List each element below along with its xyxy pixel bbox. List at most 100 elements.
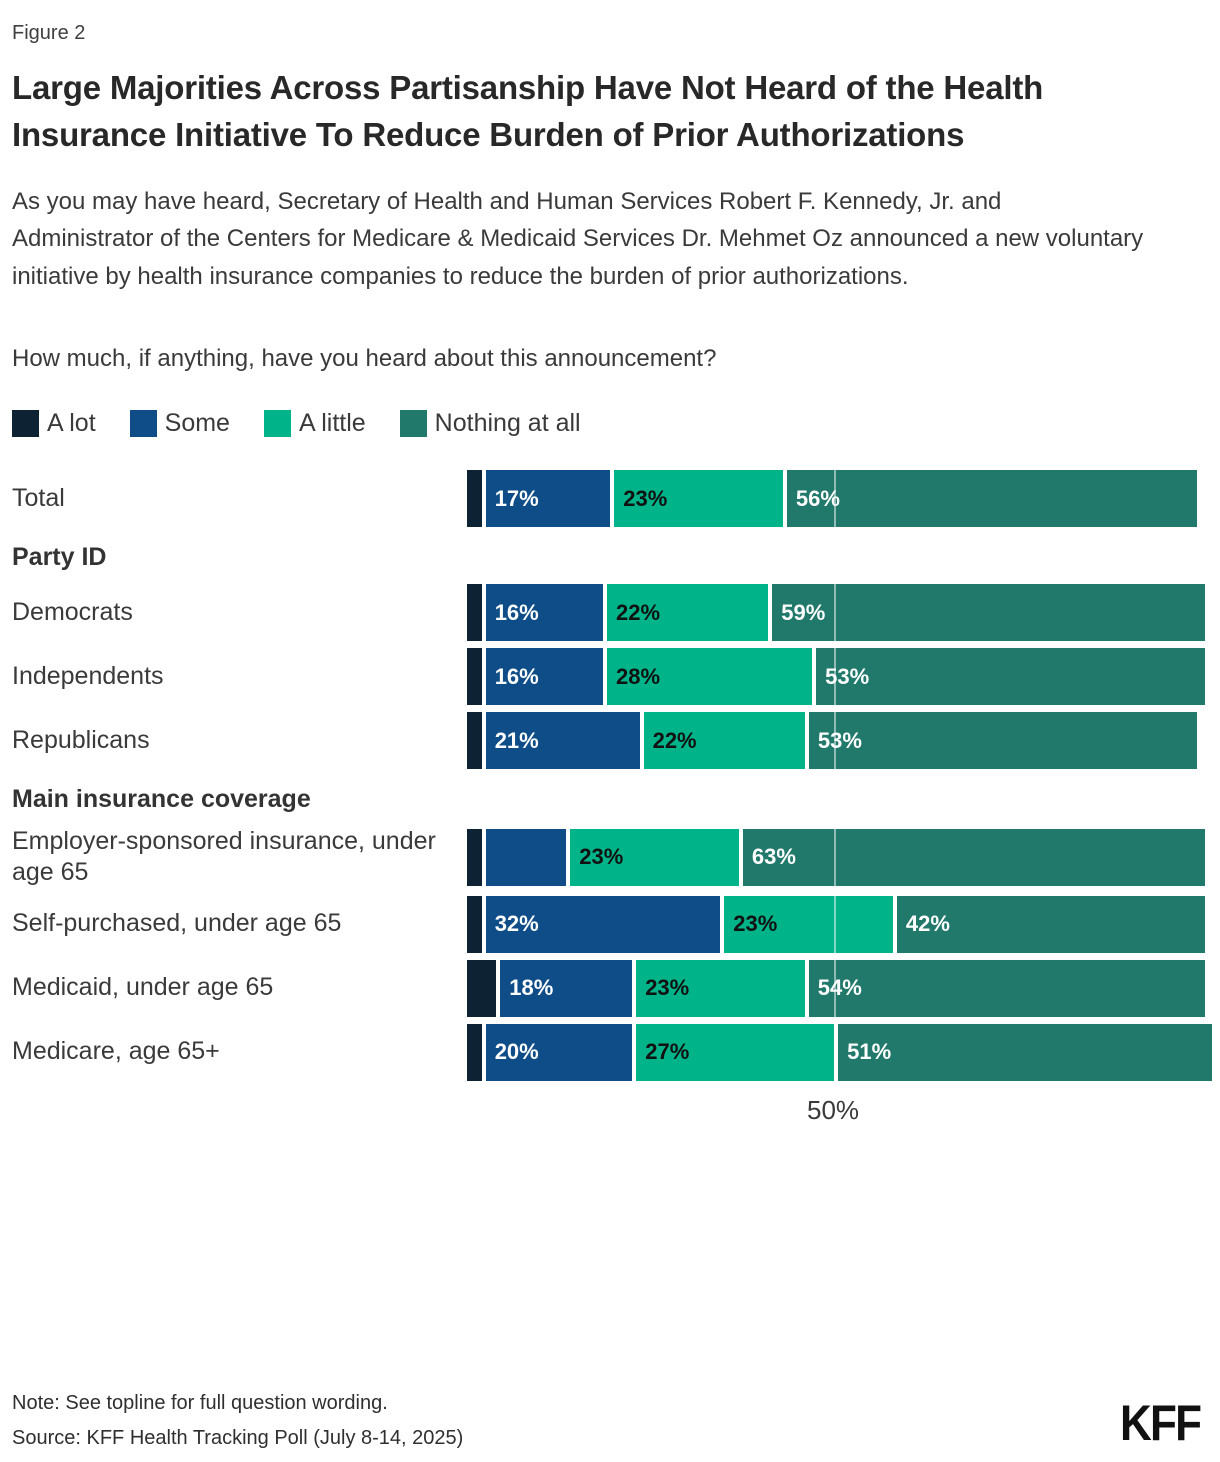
- legend-label: Nothing at all: [434, 409, 581, 438]
- chart-row: Employer-sponsored insurance, under age …: [12, 826, 1205, 889]
- legend-swatch-a-little: [263, 410, 291, 438]
- note-text: Note: See topline for full question word…: [12, 1392, 388, 1414]
- segment-value-label: 22%: [615, 599, 661, 625]
- segment-value-label: 27%: [645, 1039, 690, 1065]
- segment-value-label: 23%: [733, 911, 778, 937]
- row-label: Independents: [12, 661, 164, 690]
- bar-segment-some: 32%: [485, 895, 721, 953]
- figure-label: Figure 2: [12, 22, 86, 44]
- bar-segment-some: 16%: [485, 648, 603, 706]
- bar-segment-a-lot: [467, 959, 497, 1017]
- bar-segment-a-lot: [467, 470, 482, 528]
- section-header-row: Party ID: [12, 543, 1200, 572]
- legend-item: Nothing at all: [399, 409, 581, 438]
- legend-item: A lot: [12, 409, 96, 438]
- bar-segment-a-lot: [467, 648, 482, 706]
- segment-value-label: 18%: [509, 975, 554, 1001]
- bar-segment-a-little: 28%: [606, 648, 813, 706]
- segment-value-label: 42%: [905, 911, 950, 937]
- chart-row: Republicans 21% 22% 53%: [12, 712, 1200, 770]
- bar-segment-nothing-at-all: 63%: [742, 828, 1205, 886]
- chart: Total 17% 23% 56% Party ID Democrats 16% 22% 59%…: [12, 470, 1212, 1081]
- legend: A lot Some A little Nothing at all: [12, 409, 1200, 438]
- legend-swatch-a-lot: [12, 410, 39, 438]
- chart-row: Total 17% 23% 56%: [12, 470, 1200, 528]
- segment-value-label: 20%: [494, 1039, 539, 1065]
- bar-segment-some: 16%: [485, 584, 603, 642]
- bar-group: 18% 23% 54%: [467, 959, 1205, 1017]
- row-label: Employer-sponsored insurance, under age …: [12, 827, 436, 887]
- bar-segment-some: 21%: [485, 712, 640, 770]
- bar-segment-a-lot: [467, 895, 482, 953]
- bar-segment-a-little: 23%: [614, 470, 783, 528]
- bar-segment-a-little: 23%: [636, 959, 805, 1017]
- bar-segment-nothing-at-all: 56%: [786, 470, 1198, 528]
- segment-value-label: 21%: [494, 727, 539, 753]
- segment-value-label: 17%: [494, 485, 539, 511]
- segment-value-label: 28%: [615, 663, 661, 689]
- bar-segment-nothing-at-all: 42%: [896, 895, 1205, 953]
- bar-segment-a-lot: [467, 1023, 482, 1081]
- segment-value-label: 59%: [781, 599, 826, 625]
- row-label: Republicans: [12, 725, 150, 754]
- footer: Note: See topline for full question word…: [12, 1392, 1202, 1451]
- bar-segment-nothing-at-all: 53%: [808, 712, 1198, 770]
- legend-swatch-nothing-at-all: [399, 410, 427, 438]
- row-label: Medicare, age 65+: [12, 1037, 220, 1066]
- bar-segment-some: 17%: [485, 470, 611, 528]
- bar-segment-a-little: 22%: [643, 712, 805, 770]
- segment-value-label: 51%: [847, 1039, 892, 1065]
- bar-segment-a-lot: [467, 584, 482, 642]
- segment-value-label: 23%: [645, 975, 690, 1001]
- bar-segment-some: [485, 828, 567, 886]
- segment-value-label: 16%: [494, 599, 539, 625]
- segment-value-label: 63%: [751, 844, 796, 870]
- legend-item: Some: [129, 409, 230, 438]
- bar-segment-nothing-at-all: 59%: [772, 584, 1205, 642]
- segment-value-label: 23%: [623, 485, 668, 511]
- bar-group: 23% 63%: [467, 828, 1205, 886]
- row-label: Total: [12, 483, 65, 512]
- legend-label: Some: [164, 409, 230, 438]
- section-header: Party ID: [12, 543, 107, 572]
- chart-question: How much, if anything, have you heard ab…: [12, 345, 717, 373]
- bar-group: 32% 23% 42%: [467, 895, 1205, 953]
- bar-segment-a-little: 22%: [606, 584, 769, 642]
- bar-group: 17% 23% 56%: [467, 470, 1198, 528]
- segment-value-label: 16%: [494, 663, 539, 689]
- chart-row: Medicaid, under age 65 18% 23% 54%: [12, 959, 1205, 1017]
- segment-value-label: 56%: [795, 485, 840, 511]
- bar-group: 16% 22% 59%: [467, 584, 1205, 642]
- bar-segment-a-little: 27%: [636, 1023, 835, 1081]
- bar-segment-a-little: 23%: [570, 828, 739, 886]
- segment-value-label: 32%: [494, 911, 539, 937]
- axis-tick-50: 50%: [807, 1094, 860, 1125]
- kff-logo: KFF: [1119, 1395, 1202, 1451]
- page-title: Large Majorities Across Partisanship Hav…: [12, 69, 1044, 153]
- source-text: Source: KFF Health Tracking Poll (July 8…: [12, 1427, 464, 1449]
- row-label: Self-purchased, under age 65: [12, 909, 342, 938]
- segment-value-label: 23%: [579, 844, 624, 870]
- bar-segment-nothing-at-all: 53%: [816, 648, 1205, 706]
- legend-label: A little: [298, 409, 366, 438]
- bar-segment-nothing-at-all: 51%: [838, 1023, 1212, 1081]
- row-label: Democrats: [12, 597, 133, 626]
- segment-value-label: 22%: [652, 727, 697, 753]
- bar-segment-a-lot: [467, 712, 482, 770]
- row-label: Medicaid, under age 65: [12, 973, 274, 1002]
- legend-label: A lot: [47, 409, 96, 438]
- bar-segment-nothing-at-all: 54%: [808, 959, 1205, 1017]
- chart-row: Self-purchased, under age 65 32% 23% 42%: [12, 895, 1205, 953]
- segment-value-label: 54%: [817, 975, 862, 1001]
- chart-row: Democrats 16% 22% 59%: [12, 584, 1205, 642]
- section-header: Main insurance coverage: [12, 785, 311, 814]
- segment-value-label: 53%: [825, 663, 870, 689]
- section-header-row: Main insurance coverage: [12, 785, 1200, 814]
- bar-segment-a-little: 23%: [724, 895, 893, 953]
- bar-segment-a-lot: [467, 828, 482, 886]
- bar-segment-some: 18%: [500, 959, 633, 1017]
- bar-group: 16% 28% 53%: [467, 648, 1205, 706]
- legend-swatch-some: [129, 410, 157, 438]
- bar-group: 20% 27% 51%: [467, 1023, 1212, 1081]
